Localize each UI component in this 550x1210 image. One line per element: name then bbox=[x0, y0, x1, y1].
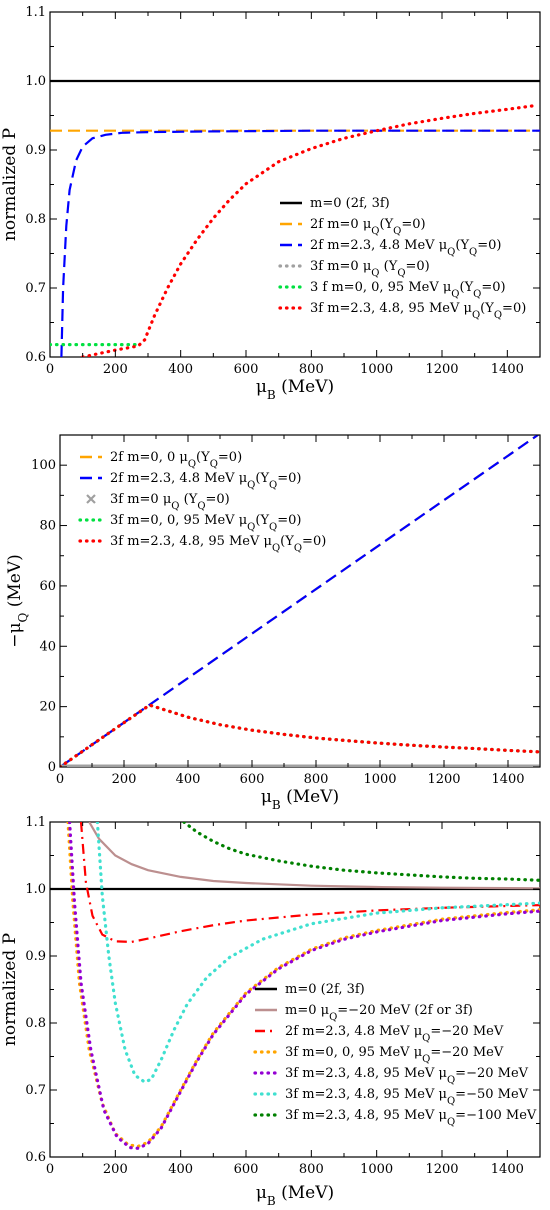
x-axis-label: μB (MeV) bbox=[256, 377, 334, 400]
x-tick-label: 1400 bbox=[491, 772, 524, 787]
x-tick-label: 1400 bbox=[491, 1162, 524, 1177]
series-line-5 bbox=[95, 822, 540, 1084]
x-tick-label: 1400 bbox=[491, 362, 524, 377]
legend-entry: m=0 (2f, 3f) bbox=[285, 982, 365, 997]
y-axis-label: normalized P bbox=[0, 933, 20, 1046]
x-tick-label: 200 bbox=[103, 1162, 128, 1177]
x-tick-label: 1200 bbox=[425, 362, 458, 377]
x-tick-label: 0 bbox=[56, 772, 64, 787]
series-layer bbox=[50, 79, 540, 357]
y-tick-label: 60 bbox=[39, 579, 56, 594]
x-tick-label: 400 bbox=[168, 362, 193, 377]
y-tick-label: 0.9 bbox=[25, 949, 46, 964]
y-tick-label: 80 bbox=[39, 519, 56, 534]
x-tick-label: 400 bbox=[168, 1162, 193, 1177]
legend-entry: 2f m=0, 0 μQ(YQ=0) bbox=[110, 450, 242, 470]
legend-entry: 3f m=2.3, 4.8, 95 MeV μQ(YQ=0) bbox=[110, 534, 326, 554]
legend-entry: 2f m=0 μQ(YQ=0) bbox=[310, 217, 426, 237]
y-tick-label: 0.9 bbox=[25, 143, 46, 158]
x-tick-label: 600 bbox=[234, 362, 259, 377]
series-line-4 bbox=[67, 822, 540, 1150]
middle-muq-chart: 0 200 400 600 800 1000 1200 1400 0 20 40 60 80 100 μB … bbox=[5, 434, 541, 810]
axes-layer: 0 200 400 600 800 1000 1200 1400 0 20 40 60 80 100 μB … bbox=[5, 434, 541, 810]
legend-entry: 2f m=2.3, 4.8 MeV μQ(YQ=0) bbox=[310, 238, 502, 258]
legend-entry: 3f m=0, 0, 95 MeV μQ(YQ=0) bbox=[110, 513, 302, 533]
x-tick-label: 200 bbox=[103, 362, 128, 377]
series-line-2 bbox=[60, 129, 540, 357]
y-tick-label: 0.8 bbox=[25, 212, 46, 227]
legend: m=0 (2f, 3f) m=0 μQ=−20 MeV (2f or 3f)2f … bbox=[253, 982, 537, 1128]
y-tick-label: 0 bbox=[48, 760, 56, 775]
y-tick-label: 40 bbox=[39, 639, 56, 654]
series-line-5 bbox=[81, 104, 536, 357]
x-tick-label: 400 bbox=[176, 772, 201, 787]
series-line-1 bbox=[88, 822, 540, 890]
y-tick-label: 1.0 bbox=[25, 74, 46, 89]
legend-entry: m=0 (2f, 3f) bbox=[310, 196, 390, 211]
series-line-3 bbox=[60, 703, 540, 767]
x-tick-label: 800 bbox=[299, 362, 324, 377]
legend-entry: 3f m=2.3, 4.8, 95 MeV μQ(YQ=0) bbox=[310, 301, 526, 321]
series-line-2 bbox=[79, 822, 540, 944]
y-tick-label: 100 bbox=[31, 458, 56, 473]
x-tick-label: 600 bbox=[234, 1162, 259, 1177]
series-line-4 bbox=[60, 703, 540, 767]
y-tick-label: 0.7 bbox=[25, 281, 46, 296]
y-tick-label: 1.1 bbox=[25, 815, 46, 830]
x-axis-label: μB (MeV) bbox=[256, 1183, 334, 1208]
axes-layer: 0 200 400 600 800 1000 1200 1400 0.6 0.7 0.8 0.9 1.0… bbox=[0, 5, 541, 400]
legend: m=0 (2f, 3f) 2f m=0 μQ(YQ=0)2f m=2.3, 4.8… bbox=[278, 196, 526, 321]
legend-entry: 3f m=2.3, 4.8, 95 MeV μQ=−20 MeV bbox=[285, 1066, 529, 1086]
y-tick-label: 0.6 bbox=[25, 350, 46, 365]
series-line-6 bbox=[182, 822, 540, 882]
y-axis-label: −μQ (MeV) bbox=[5, 554, 30, 648]
legend: 2f m=0, 0 μQ(YQ=0)2f m=2.3, 4.8 MeV μQ(Y… bbox=[78, 450, 326, 554]
x-tick-label: 1200 bbox=[425, 1162, 458, 1177]
y-tick-label: 1.0 bbox=[25, 882, 46, 897]
top-pressure-chart: 0 200 400 600 800 1000 1200 1400 0.6 0.7 0.8 0.9 1.0… bbox=[0, 5, 541, 400]
x-tick-label: 1000 bbox=[360, 1162, 393, 1177]
y-tick-label: 0.7 bbox=[25, 1083, 46, 1098]
bottom-pressure-chart: 0 200 400 600 800 1000 1200 1400 0.6 0.7 0.8 0.9 1.0… bbox=[0, 815, 541, 1208]
y-tick-label: 20 bbox=[39, 700, 56, 715]
y-tick-label: 0.6 bbox=[25, 1150, 46, 1165]
legend-entry: 3f m=0 μQ (YQ=0) bbox=[310, 259, 430, 279]
legend-entry: 3f m=2.3, 4.8, 95 MeV μQ=−100 MeV bbox=[285, 1108, 537, 1128]
series-layer bbox=[50, 822, 540, 1150]
x-tick-label: 1200 bbox=[427, 772, 460, 787]
x-tick-label: 800 bbox=[299, 1162, 324, 1177]
x-axis-label: μB (MeV) bbox=[261, 787, 339, 810]
legend-entry: 3 f m=0, 0, 95 MeV μQ(YQ=0) bbox=[310, 280, 506, 300]
series-layer bbox=[60, 435, 540, 767]
x-tick-label: 0 bbox=[46, 1162, 54, 1177]
x-tick-label: 1000 bbox=[363, 772, 396, 787]
y-tick-label: 0.8 bbox=[25, 1016, 46, 1031]
legend-entry: 3f m=0, 0, 95 MeV μQ=−20 MeV bbox=[285, 1045, 504, 1065]
legend-entry: 2f m=2.3, 4.8 MeV μQ(YQ=0) bbox=[110, 471, 302, 491]
axes-layer: 0 200 400 600 800 1000 1200 1400 0.6 0.7 0.8 0.9 1.0… bbox=[0, 815, 541, 1208]
x-tick-label: 1000 bbox=[360, 362, 393, 377]
x-tick-label: 200 bbox=[112, 772, 137, 787]
legend-entry: 3f m=2.3, 4.8, 95 MeV μQ=−50 MeV bbox=[285, 1087, 529, 1107]
legend-entry: 3f m=0 μQ (YQ=0) bbox=[110, 492, 230, 512]
x-tick-label: 600 bbox=[240, 772, 265, 787]
y-axis-label: normalized P bbox=[0, 128, 20, 241]
x-tick-label: 800 bbox=[304, 772, 329, 787]
x-tick-label: 0 bbox=[46, 362, 54, 377]
legend-entry: 2f m=2.3, 4.8 MeV μQ=−20 MeV bbox=[285, 1024, 504, 1044]
y-tick-label: 1.1 bbox=[25, 5, 46, 20]
legend-entry: m=0 μQ=−20 MeV (2f or 3f) bbox=[285, 1003, 473, 1023]
legend-swatch bbox=[86, 494, 96, 504]
